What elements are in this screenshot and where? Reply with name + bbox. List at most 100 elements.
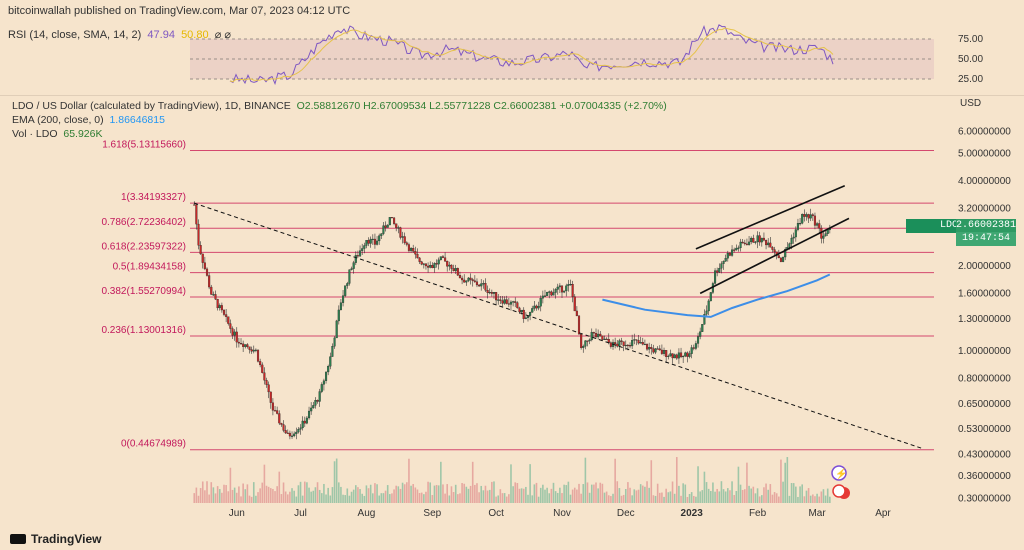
flag-event-icon[interactable]: [832, 484, 846, 498]
candle-body: [588, 339, 591, 342]
volume-bar: [376, 484, 378, 503]
fibonacci-retracement[interactable]: 1.618(5.13115660) 1(3.34193327) 0.786(2.72…: [101, 140, 934, 451]
volume-bar: [818, 496, 821, 503]
volume-bar: [350, 491, 353, 503]
volume-bar: [486, 490, 489, 503]
volume-bar: [556, 492, 559, 503]
volume-bar: [712, 482, 714, 503]
candle-body: [441, 256, 445, 258]
volume-bar: [248, 495, 251, 503]
candle-body: [216, 298, 219, 309]
ema-200-line: [602, 273, 831, 318]
ema-label[interactable]: EMA (200, close, 0): [12, 114, 104, 126]
candle-body: [769, 242, 772, 248]
symbol-description[interactable]: LDO / US Dollar (calculated by TradingVi…: [12, 100, 291, 112]
candlesticks: [193, 201, 831, 440]
candle-body: [331, 346, 334, 357]
volume-bar: [431, 495, 434, 503]
time-tick: Sep: [423, 508, 441, 519]
candle-body: [295, 431, 298, 435]
rsi-panel[interactable]: 75.00 50.00 25.00 RSI (14, close, SMA, 1…: [0, 24, 1024, 95]
volume-bar: [692, 495, 695, 503]
candle-body: [448, 264, 451, 267]
candle-body: [458, 275, 462, 279]
descending-trendline: [194, 202, 924, 450]
candle-body: [577, 315, 581, 335]
volume-bar: [318, 489, 321, 503]
volume-bar: [459, 493, 461, 503]
time-axis[interactable]: Jun Jul Aug Sep Oct Nov Dec 2023 Feb Mar Apr: [229, 508, 892, 519]
volume-bar: [503, 493, 506, 503]
ohlc-values: O2.58812670 H2.67009534 L2.55771228 C2.6…: [296, 100, 667, 112]
candle-body: [397, 227, 400, 229]
candle-body: [225, 314, 228, 317]
candle-body: [679, 352, 683, 358]
volume-bar: [769, 484, 772, 503]
volume-bar: [357, 487, 359, 503]
volume-bar: [675, 457, 678, 503]
volume-bar: [240, 496, 242, 503]
volume-bar: [293, 490, 295, 503]
volume-bar: [244, 489, 247, 503]
candle-body: [520, 309, 523, 313]
candle-body: [337, 309, 340, 322]
price-panel[interactable]: 1.618(5.13115660) 1(3.34193327) 0.786(2.72…: [0, 94, 1024, 520]
lightning-event-icon[interactable]: [831, 465, 847, 481]
candle-body: [310, 407, 313, 412]
candle-body: [558, 285, 561, 288]
volume-bar: [323, 483, 325, 503]
hide-icon[interactable]: ⌀: [214, 29, 222, 41]
candle-body: [352, 262, 355, 269]
volume-bar: [259, 488, 261, 503]
candle-body: [427, 265, 430, 268]
volume-bar: [763, 487, 765, 503]
candle-body: [694, 343, 697, 349]
volume-bar: [603, 492, 606, 503]
candle-body: [563, 290, 566, 293]
volume-bar: [501, 493, 504, 503]
candle-body: [210, 286, 213, 295]
volume-bar: [803, 496, 806, 503]
volume-bar: [493, 481, 495, 503]
candle-body: [758, 235, 761, 243]
volume-bar: [705, 482, 708, 503]
volume-bar: [442, 484, 444, 503]
volume-label[interactable]: Vol · LDO: [12, 128, 58, 140]
candle-body: [467, 277, 470, 282]
candle-body: [658, 348, 661, 351]
volume-bar: [335, 458, 338, 503]
candle-body: [473, 280, 476, 282]
price-tick: 0.36000000: [958, 471, 1011, 482]
candle-body: [388, 217, 391, 226]
volume-bar: [278, 471, 281, 503]
price-chart[interactable]: 1.618(5.13115660) 1(3.34193327) 0.786(2.72…: [0, 94, 1024, 520]
candle-body: [671, 353, 674, 359]
volume-bar: [635, 490, 638, 503]
rsi-chart: 75.00 50.00 25.00: [0, 24, 1024, 95]
candle-body: [303, 420, 306, 424]
fib-level-label: 0.618(2.23597322): [101, 241, 186, 252]
volume-bar: [744, 489, 746, 503]
volume-bar: [367, 488, 370, 503]
trendlines[interactable]: [194, 184, 924, 450]
candle-body: [307, 410, 311, 419]
hide-icon[interactable]: ⌀: [224, 29, 232, 41]
volume-bar: [822, 489, 825, 503]
candle-body: [318, 391, 321, 402]
volume-bar: [471, 461, 474, 503]
volume-bar: [399, 488, 402, 503]
candle-body: [750, 237, 753, 243]
candle-body: [297, 429, 300, 433]
candle-body: [267, 384, 270, 393]
price-tick: 3.20000000: [958, 203, 1011, 214]
volume-bar: [212, 487, 215, 503]
candle-body: [501, 300, 504, 304]
volume-bar: [601, 483, 604, 503]
candle-body: [475, 281, 479, 286]
time-tick: Jul: [294, 508, 307, 519]
volume-bar: [310, 491, 312, 503]
volume-bar: [527, 494, 529, 503]
candle-body: [299, 427, 302, 430]
tradingview-logo[interactable]: TradingView: [10, 532, 101, 546]
candle-body: [518, 307, 521, 313]
